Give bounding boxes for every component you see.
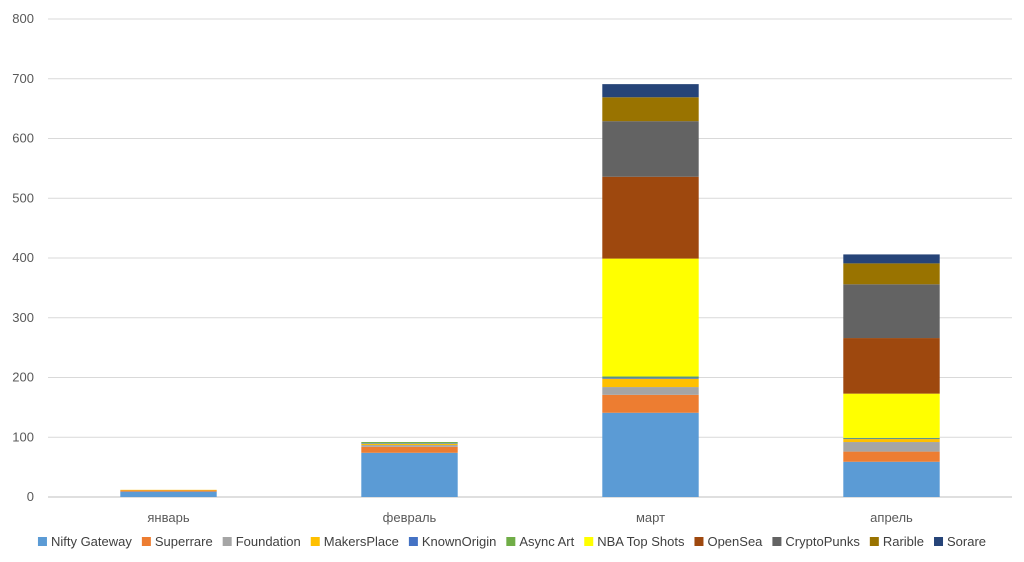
legend-label: Foundation	[236, 534, 301, 549]
legend-label: Nifty Gateway	[51, 534, 132, 549]
x-tick-label: март	[636, 510, 665, 525]
y-axis-ticks: 0 100 200 300 400 500 600 700 800	[12, 11, 34, 504]
bar-segment	[602, 412, 699, 497]
legend-item: Sorare	[934, 534, 986, 549]
legend-item: Rarible	[869, 534, 924, 549]
legend-item: NBA Top Shots	[584, 534, 685, 549]
bar-segment	[602, 97, 699, 122]
legend-label: KnownOrigin	[422, 534, 496, 549]
bar-segment	[843, 437, 940, 439]
y-tick-label: 800	[12, 11, 34, 26]
legend-label: CryptoPunks	[785, 534, 860, 549]
legend-swatch	[869, 537, 879, 546]
x-tick-label: апрель	[870, 510, 913, 525]
y-tick-label: 300	[12, 310, 34, 325]
bar-segment	[843, 439, 940, 443]
legend-swatch	[506, 537, 516, 546]
legend-label: NBA Top Shots	[597, 534, 685, 549]
bar-segment	[602, 394, 699, 413]
x-tick-label: февраль	[383, 510, 437, 525]
legend-swatch	[222, 537, 232, 546]
y-tick-label: 200	[12, 370, 34, 385]
bar-segment	[602, 376, 699, 378]
legend-item: CryptoPunks	[772, 534, 860, 549]
bar-segment	[120, 489, 217, 491]
bar-segment	[361, 452, 458, 497]
legend-label: Sorare	[947, 534, 986, 549]
y-tick-label: 600	[12, 131, 34, 146]
bar-segment	[843, 284, 940, 339]
legend-swatch	[408, 537, 418, 546]
legend-swatch	[141, 537, 151, 546]
legend-item: OpenSea	[694, 534, 763, 549]
x-axis-categories: январь февраль март апрель	[147, 510, 913, 525]
bars	[120, 84, 940, 497]
legend-label: Superrare	[155, 534, 213, 549]
y-tick-label: 700	[12, 71, 34, 86]
y-tick-label: 0	[27, 489, 34, 504]
legend-item: Async Art	[506, 534, 575, 549]
legend-item: Superrare	[141, 534, 213, 549]
bar-segment	[602, 176, 699, 259]
bar-segment	[843, 338, 940, 394]
bar-segment	[843, 438, 940, 440]
legend-swatch	[37, 537, 47, 546]
legend-item: Nifty Gateway	[37, 534, 132, 549]
bar-segment	[843, 263, 940, 285]
bar-segment	[120, 490, 217, 492]
bar-segment	[361, 443, 458, 444]
bar-segment	[843, 254, 940, 264]
legend-label: OpenSea	[707, 534, 763, 549]
y-tick-label: 500	[12, 190, 34, 205]
legend-swatch	[934, 537, 944, 546]
legend: Nifty Gateway Superrare Foundation MakersPl…	[37, 534, 986, 549]
bar-segment	[361, 443, 458, 446]
legend-label: Async Art	[519, 534, 574, 549]
bar-segment	[602, 378, 699, 388]
bar-segment	[602, 387, 699, 395]
bar-segment	[602, 121, 699, 177]
legend-item: KnownOrigin	[408, 534, 496, 549]
bar-segment	[843, 461, 940, 497]
bar-segment	[602, 377, 699, 379]
legend-item: Foundation	[222, 534, 301, 549]
bar-segment	[602, 84, 699, 98]
bar-segment	[361, 445, 458, 447]
legend-swatch	[694, 537, 704, 546]
bar-segment	[361, 446, 458, 453]
bar-segment	[120, 491, 217, 497]
bar-segment	[602, 258, 699, 377]
x-tick-label: январь	[147, 510, 189, 525]
bar-segment	[843, 442, 940, 452]
bar-segment	[843, 451, 940, 462]
legend-swatch	[584, 537, 594, 546]
bar-segment	[361, 442, 458, 444]
legend-swatch	[772, 537, 782, 546]
bar-segment	[843, 393, 940, 438]
y-tick-label: 400	[12, 250, 34, 265]
legend-item: MakersPlace	[310, 534, 399, 549]
legend-swatch	[310, 537, 320, 546]
gridlines	[48, 18, 1012, 498]
legend-label: Rarible	[883, 534, 924, 549]
legend-label: MakersPlace	[324, 534, 399, 549]
y-tick-label: 100	[12, 429, 34, 444]
